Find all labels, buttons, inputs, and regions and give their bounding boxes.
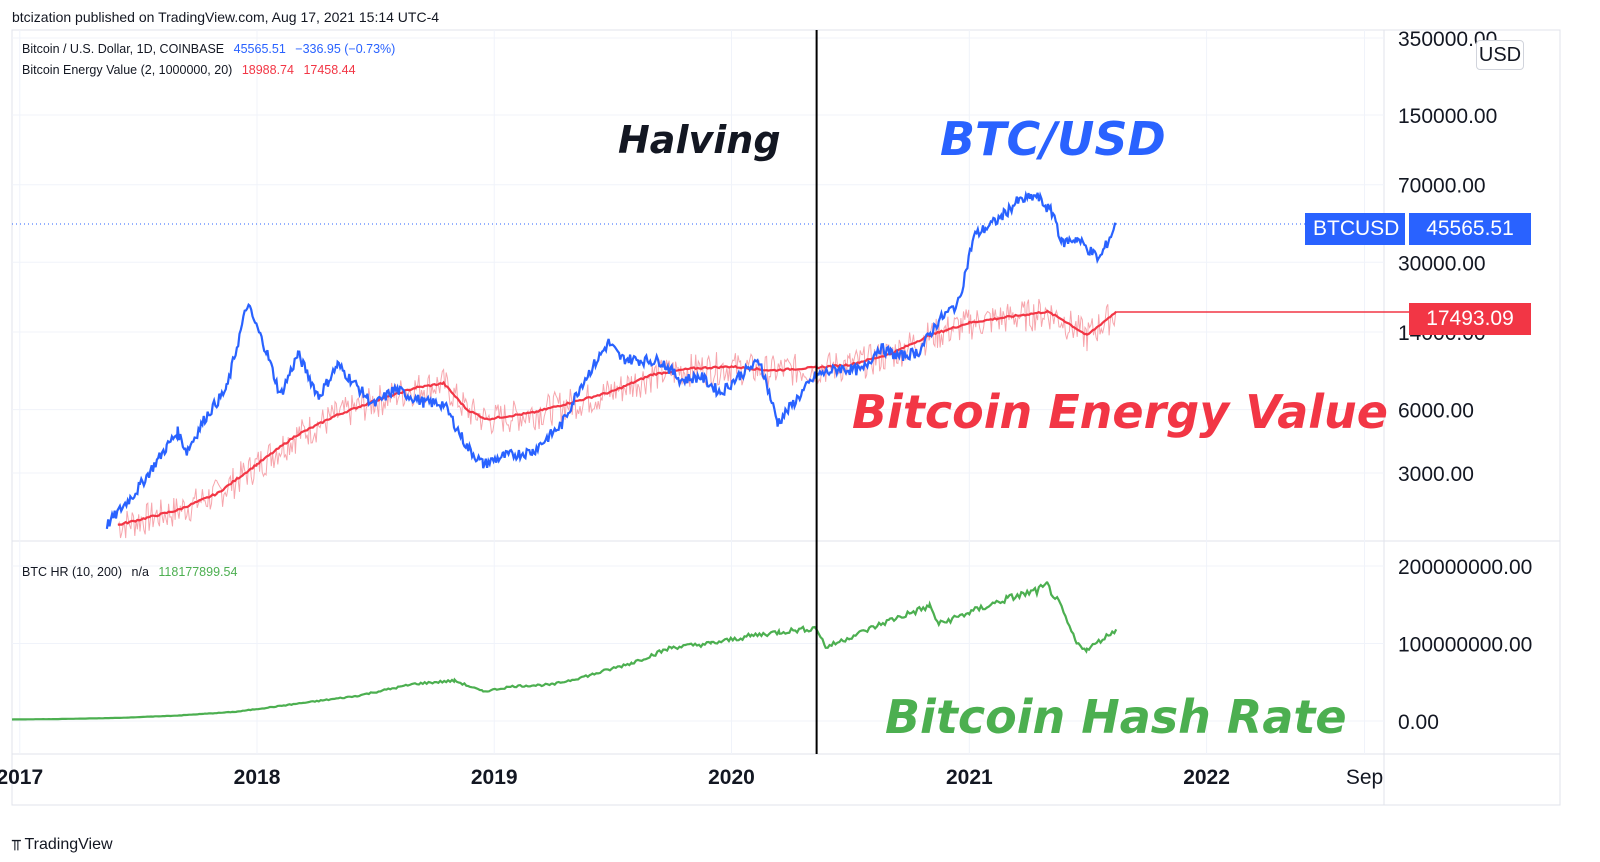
price-tick-label: 3000.00 [1398,463,1474,486]
legend-hashrate-value: 118177899.54 [158,565,238,579]
annotation-bev: Bitcoin Energy Value [852,385,1388,439]
price-tick-label: 6000.00 [1398,400,1474,423]
published-header: btcization published on TradingView.com,… [12,9,440,25]
ticker-tag: BTCUSD [1305,213,1405,245]
tradingview-logo-icon: ⫪ [12,836,21,854]
price-tick-label: 150000.00 [1398,105,1497,128]
legend-hashrate-na: n/a [131,565,149,579]
annotation-btcusd: BTC/USD [940,112,1166,166]
price-tick-label: 350000.00 [1398,28,1497,51]
hashrate-series [11,581,1118,721]
legend-btcusd-change: −336.95 (−0.73%) [295,42,396,56]
time-tick-label: 2019 [471,766,518,789]
time-tick-label: 2018 [234,766,281,789]
tradingview-logo[interactable]: ⫪ TradingView [12,836,113,854]
legend-bev-value2: 17458.44 [303,63,356,77]
bev-price-tag: 17493.09 [1409,303,1531,335]
btcusd-series [105,190,1117,530]
legend-hashrate-name: BTC HR (10, 200) [22,565,123,579]
legend-bev[interactable]: Bitcoin Energy Value (2, 1000000, 20) 18… [22,63,362,77]
currency-badge[interactable]: USD [1476,40,1524,70]
hash-tick-label: 100000000.00 [1398,634,1532,657]
chart-frame [11,29,1561,806]
legend-hashrate[interactable]: BTC HR (10, 200) n/a 118177899.54 [22,565,243,579]
bev-series [117,309,1117,526]
legend-bev-name: Bitcoin Energy Value (2, 1000000, 20) [22,63,233,77]
legend-btcusd-name: Bitcoin / U.S. Dollar, 1D, COINBASE [22,42,225,56]
legend-bev-value1: 18988.74 [241,63,294,77]
annotation-halving: Halving [618,118,781,162]
time-tick-label: 2017 [0,766,43,789]
price-tick-label: 70000.00 [1398,175,1486,198]
time-tick-label: Sep [1346,766,1383,789]
legend-btcusd[interactable]: Bitcoin / U.S. Dollar, 1D, COINBASE 4556… [22,42,401,56]
price-tick-label: 30000.00 [1398,252,1486,275]
tradingview-logo-text: TradingView [24,836,113,853]
hash-tick-label: 0.00 [1398,711,1439,734]
annotation-hashrate: Bitcoin Hash Rate [885,690,1347,744]
legend-btcusd-value: 45565.51 [233,42,286,56]
time-tick-label: 2020 [708,766,755,789]
time-tick-label: 2022 [1183,766,1230,789]
last-price-tag: 45565.51 [1409,213,1531,245]
hash-tick-label: 200000000.00 [1398,556,1532,579]
time-tick-label: 2021 [946,766,993,789]
